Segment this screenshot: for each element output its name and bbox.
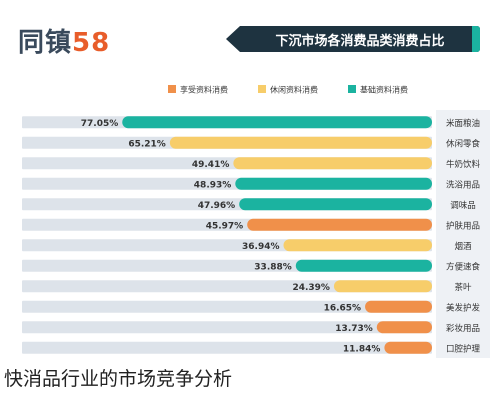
bar-leisure [169,136,432,149]
bar-value-label: 47.96% [198,201,236,211]
page-caption: 快消品行业的市场竞争分析 [4,368,233,390]
category-label: 烟酒 [454,242,472,252]
legend-swatch-leisure [258,85,266,93]
category-column-bg [436,110,490,358]
bar-track [22,341,432,354]
bar-track [22,280,432,293]
bar-leisure [333,280,432,293]
logo-text: 同镇58 [18,22,110,59]
bar-chart: 享受资料消费 休闲资料消费 基础资料消费 77.05% 米面粮油 65.21% 休闲零食 49… [22,85,490,358]
bar-track [22,321,432,334]
bar-value-label: 11.84% [343,344,381,354]
category-label: 调味品 [450,200,476,211]
title-accent [472,26,480,52]
legend-label-leisure: 休闲资料消费 [270,85,318,95]
category-label: 口腔护理 [446,343,481,354]
bar-value-label: 33.88% [254,262,292,272]
category-label: 茶叶 [454,282,472,293]
bar-value-label: 77.05% [81,119,119,129]
category-label: 洗浴用品 [446,179,480,190]
bar-basic [122,116,432,129]
legend-label-enjoy: 享受资料消费 [180,85,228,95]
category-label: 护肤用品 [446,220,480,231]
bar-value-label: 45.97% [206,221,244,231]
category-label: 彩妆用品 [446,323,480,334]
bar-track [22,300,432,313]
bar-leisure [233,157,432,170]
bar-value-label: 48.93% [194,180,232,190]
logo: 同镇58 [18,22,110,59]
bar-value-label: 65.21% [128,139,166,149]
category-label: 牛奶饮料 [446,159,481,170]
bar-value-label: 16.65% [324,303,362,313]
legend-swatch-basic [348,85,356,93]
legend-label-basic: 基础资料消费 [360,85,408,95]
bar-enjoy [376,321,432,334]
bar-basic [295,259,432,272]
bar-value-label: 36.94% [242,242,280,252]
chart-title-banner: 下沉市场各消费品类消费占比 [226,26,480,52]
chart-title: 下沉市场各消费品类消费占比 [275,33,445,49]
bar-enjoy [365,300,432,313]
category-label: 休闲零食 [446,138,481,149]
logo-text-58: 58 [72,28,111,58]
bar-basic [235,177,432,190]
category-label: 美发护发 [446,302,481,313]
bar-enjoy [247,218,432,231]
category-label: 米面粮油 [446,118,480,129]
bar-value-label: 24.39% [292,283,330,293]
bar-value-label: 13.73% [335,324,373,334]
bar-basic [239,198,432,211]
bar-value-label: 49.41% [192,160,230,170]
logo-text-tong: 同镇 [18,28,73,58]
bar-leisure [283,239,432,252]
legend-swatch-enjoy [168,85,176,93]
category-label: 方便速食 [446,261,481,272]
bar-enjoy [384,341,432,354]
